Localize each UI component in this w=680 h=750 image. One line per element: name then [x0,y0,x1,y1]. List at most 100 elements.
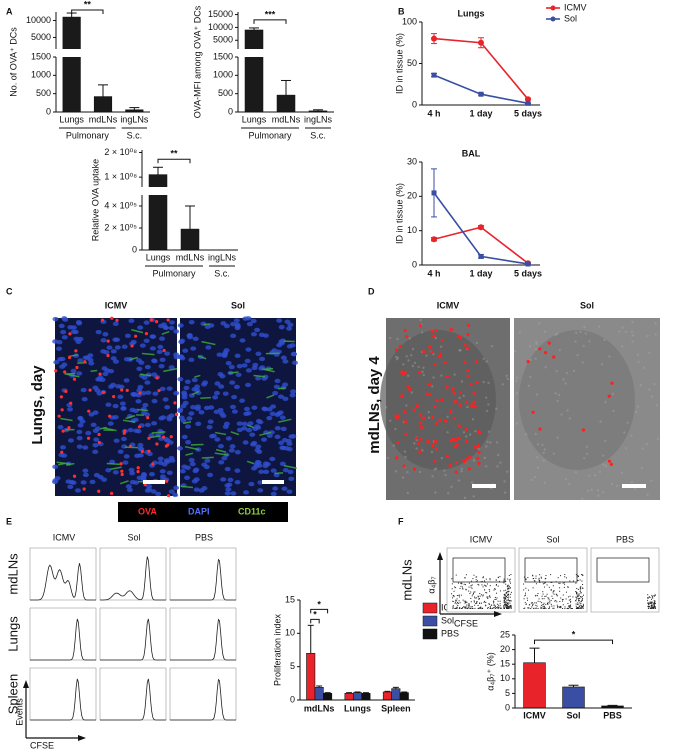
flow-event [575,600,577,602]
flow-event [476,602,478,604]
nucleus [95,329,102,335]
x-tick-label: ingLNs [304,114,333,124]
flow-event [500,607,502,609]
texture [413,442,416,445]
ova-signal [465,457,469,461]
ova-signal [414,436,418,440]
histogram-frame [169,667,237,721]
x-tick-label: mdLNs [272,114,301,124]
cd11c-signal [184,445,200,451]
nucleus [72,329,79,335]
y-tick-label: 4 × 10⁰⁵ [104,200,137,210]
texture [514,379,518,383]
flow-event [542,591,544,593]
y-tick-label: 10 [285,628,295,638]
nucleus [269,456,276,462]
texture [552,452,556,455]
flow-event [506,603,508,605]
ova-signal [445,385,449,389]
flow-event [472,578,474,580]
ova-signal [412,408,416,412]
ova-signal [428,392,432,397]
flow-event [510,582,512,584]
ova-signal [438,418,442,422]
nucleus [210,433,217,439]
nucleus [75,319,82,325]
y-tick-label: 10000 [26,15,51,25]
texture [654,333,657,336]
texture [460,467,464,470]
flow-event [542,607,544,609]
flow-event [560,606,562,608]
bar [306,653,316,701]
texture [631,320,634,324]
flow-event [523,607,525,609]
histogram-curve [100,618,166,661]
chart-title: BAL [462,148,481,158]
flow-event [507,585,509,587]
flow-event [477,580,479,582]
ova-signal [432,334,436,338]
flow-event [460,607,462,609]
texture [506,470,509,473]
y-axis-label: No. of OVA⁺ DCs [8,27,18,97]
nucleus [274,378,281,384]
flow-event [489,579,491,581]
flow-event [497,577,499,579]
nucleus [92,449,99,455]
nucleus [166,386,173,391]
ova-signal [451,387,455,391]
texture [388,336,392,340]
flow-event [539,580,541,582]
flow-event [470,591,472,593]
nucleus [135,358,142,363]
ova-signal [82,487,86,491]
flow-event [493,589,495,591]
flow-event [648,607,650,609]
texture [440,374,443,377]
ova-signal [128,444,133,449]
texture [446,431,449,434]
flow-event [508,574,510,576]
ova-signal [138,391,142,395]
bar [391,688,401,701]
texture [624,330,628,334]
texture [465,435,468,438]
flow-event [552,597,554,599]
flow-event [569,595,571,597]
nucleus [198,410,205,415]
ova-signal [120,469,124,473]
nucleus [257,488,264,493]
texture [656,437,660,441]
ova-signal [609,462,613,466]
x-axis-label: CFSE [454,618,478,628]
group-label: S.c. [310,130,326,140]
flow-event [523,576,525,578]
texture [431,475,434,478]
flow-event [532,578,534,580]
data-line [433,74,529,105]
nucleus [106,345,113,350]
ova-signal [63,370,67,374]
texture [604,464,608,468]
nucleus [282,359,289,364]
flow-event [455,601,457,603]
ova-signal [467,467,472,471]
flow-event [552,590,554,592]
flow-event [649,602,651,604]
ova-signal [459,390,463,395]
nucleus [180,403,187,409]
nucleus [107,421,114,426]
y-tick-label: 50 [407,58,417,68]
flow-event [509,606,511,608]
flow-event [477,607,479,609]
ova-signal [443,419,448,423]
flow-event [541,604,543,606]
y-axis-label: Events [14,698,24,726]
nucleus [137,453,144,458]
texture [536,466,540,469]
flow-event [467,603,469,605]
flow-event [483,601,485,603]
flow-event [651,596,653,598]
y-tick-label: 2 × 10⁰⁵ [104,222,137,232]
